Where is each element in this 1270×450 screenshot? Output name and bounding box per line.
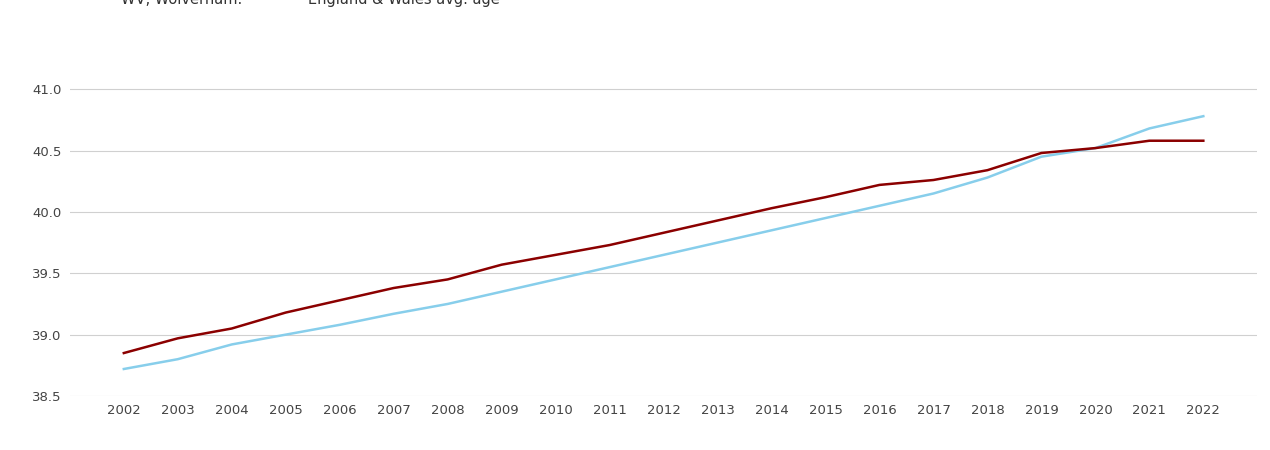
England & Wales avg. age [441,301,456,306]
WV, Wolverham. [386,285,401,291]
WV, Wolverham. [116,351,131,356]
WV, Wolverham. [225,326,240,331]
England & Wales avg. age [926,191,941,196]
England & Wales avg. age [494,289,509,294]
WV, Wolverham. [333,297,348,303]
WV, Wolverham. [549,252,564,257]
England & Wales avg. age [602,265,617,270]
England & Wales avg. age [225,342,240,347]
England & Wales avg. age [116,366,131,372]
WV, Wolverham. [980,167,996,173]
England & Wales avg. age [710,240,725,245]
WV, Wolverham. [710,218,725,223]
Legend: WV, Wolverham., England & Wales avg. age: WV, Wolverham., England & Wales avg. age [77,0,499,7]
England & Wales avg. age [278,332,293,338]
WV, Wolverham. [278,310,293,315]
WV, Wolverham. [872,182,888,188]
England & Wales avg. age [1034,154,1049,159]
WV, Wolverham. [1034,150,1049,156]
England & Wales avg. age [980,175,996,180]
WV, Wolverham. [1087,145,1102,151]
England & Wales avg. age [655,252,671,257]
WV, Wolverham. [765,206,780,211]
WV, Wolverham. [818,194,833,200]
England & Wales avg. age [170,356,185,362]
England & Wales avg. age [1142,126,1157,131]
Line: WV, Wolverham.: WV, Wolverham. [123,141,1203,353]
England & Wales avg. age [818,216,833,221]
England & Wales avg. age [333,322,348,328]
England & Wales avg. age [872,203,888,208]
Line: England & Wales avg. age: England & Wales avg. age [123,116,1203,369]
WV, Wolverham. [926,177,941,183]
WV, Wolverham. [441,277,456,282]
WV, Wolverham. [494,262,509,267]
WV, Wolverham. [1142,138,1157,144]
England & Wales avg. age [1195,113,1210,119]
England & Wales avg. age [549,277,564,282]
England & Wales avg. age [765,228,780,233]
England & Wales avg. age [1087,145,1102,151]
WV, Wolverham. [1195,138,1210,144]
WV, Wolverham. [602,243,617,248]
England & Wales avg. age [386,311,401,316]
WV, Wolverham. [170,336,185,341]
WV, Wolverham. [655,230,671,235]
